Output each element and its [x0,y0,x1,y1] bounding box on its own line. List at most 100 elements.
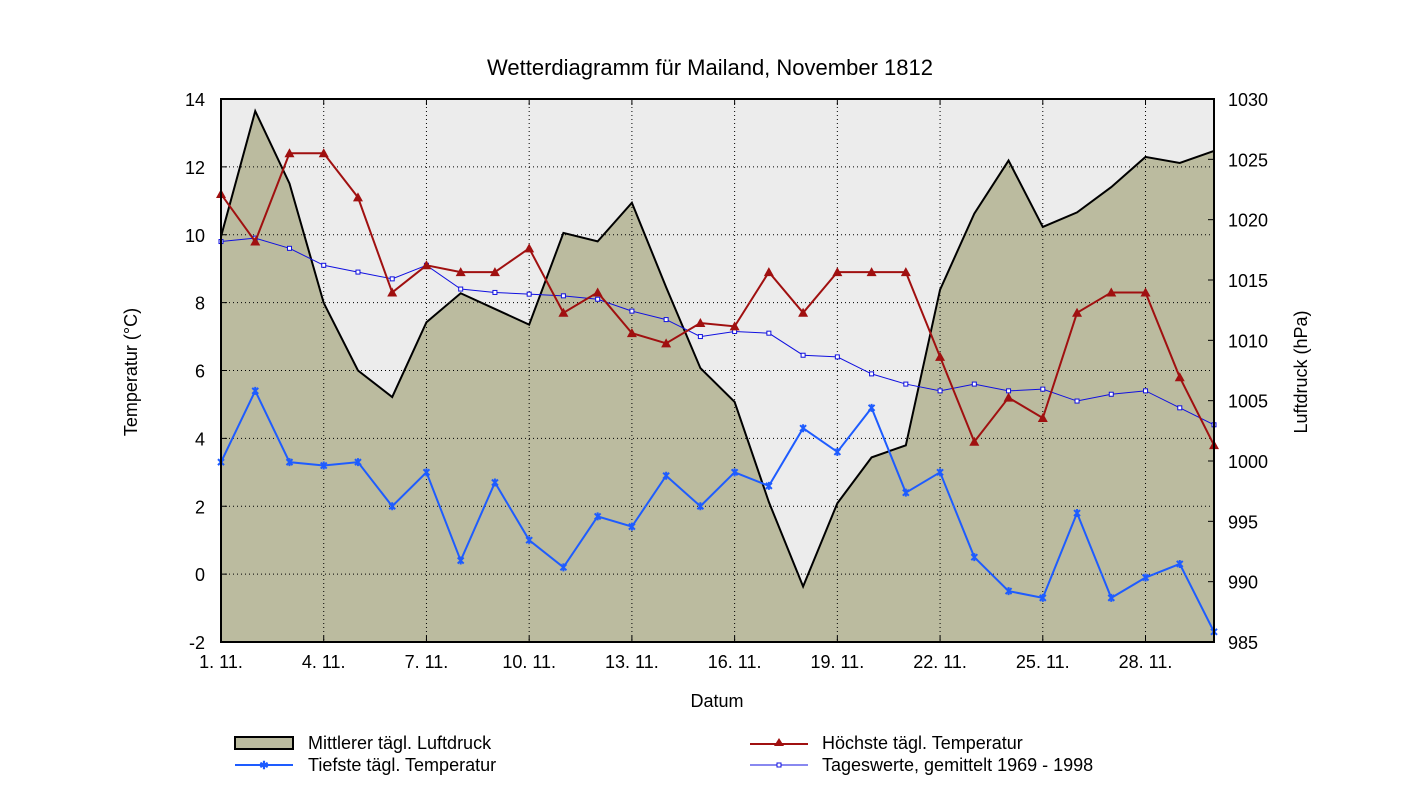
max-temp-point [798,307,809,317]
min-temp-point [422,468,431,477]
max-temp-point [1106,287,1117,297]
min-temp-point [765,481,773,490]
average-temp-point [321,262,327,268]
max-temp-point [969,436,980,446]
x-axis-label: Datum [690,691,743,711]
min-temp-point [593,512,602,521]
y-tick-label: 0 [195,565,205,585]
max-temp-point [524,243,535,253]
min-temp-point [525,536,533,545]
average-temp-point [595,296,601,302]
y2-tick-label: 1005 [1228,392,1268,412]
min-temp-point [320,461,328,470]
y2-tick-label: 1025 [1228,150,1268,170]
average-temp-point [286,245,292,251]
average-temp-point [766,330,772,336]
max-temp-point [489,267,500,277]
x-tick-label: 1. 11. [199,652,243,672]
y2-tick-label: 1010 [1228,331,1268,351]
max-temp-point [558,307,569,317]
max-temp-point [935,351,946,361]
y-axis-label: Temperatur (°C) [121,308,141,436]
y2-tick-label: 1030 [1228,90,1268,110]
y-tick-label: 6 [195,362,205,382]
max-temp-point [592,287,603,297]
min-temp-point [456,556,465,565]
max-temp-point [352,192,363,202]
chart-title: Wetterdiagramm für Mailand, November 181… [487,55,933,80]
y-tick-label: 10 [185,226,205,246]
min-temp-point [902,488,910,497]
legend-label-max: Höchste tägl. Temperatur [822,733,1023,753]
min-temp-line [220,388,1215,633]
average-temp-point [800,352,806,358]
y-tick-label: 12 [185,158,205,178]
max-temp-point [763,267,774,277]
min-temp-point [628,522,636,531]
average-temp-point [355,269,361,275]
y-tick-label: 8 [195,294,205,314]
x-tick-label: 10. 11. [502,652,556,672]
average-temp-point [629,308,635,314]
average-temp-point [492,289,498,295]
max-temp-point [661,338,672,348]
max-temp-point [284,148,295,158]
average-temp-point [663,317,669,323]
max-temp-point [421,260,432,270]
legend-marker-avg [776,762,782,768]
max-temp-point [318,148,329,158]
max-temp-point [250,236,261,246]
average-temp-point [389,276,395,282]
legend-label-avg: Tageswerte, gemittelt 1969 - 1998 [822,755,1093,775]
pressure-area [221,111,1214,643]
min-temp-point [1039,593,1047,602]
min-temp-point [936,468,944,477]
min-temp-point [285,458,294,467]
y-tick-label: 4 [195,429,205,449]
x-tick-label: 22. 11. [913,652,967,672]
average-temp-point [526,291,532,297]
x-tick-label: 19. 11. [810,652,864,672]
min-temp-point [388,502,396,511]
min-temp-point [970,553,979,562]
y2-tick-label: 990 [1228,573,1258,593]
max-temp-point [1072,307,1083,317]
max-temp-point [900,267,911,277]
min-temp-point [833,447,842,456]
y-tick-label: -2 [189,633,205,653]
y2-tick-label: 1020 [1228,211,1268,231]
min-temp-point [1107,593,1115,602]
legend-marker-min: ✱ [259,760,268,772]
min-temp-point [662,471,670,480]
average-temp-point [869,371,875,377]
average-temp-point [1040,386,1046,392]
min-temp-point [799,424,807,433]
min-temp-point [730,468,739,477]
average-temp-point [834,354,840,360]
x-tick-label: 28. 11. [1119,652,1173,672]
legend-marker-max [774,738,784,746]
average-temp-point [1108,391,1114,397]
max-temp-point [1174,372,1185,382]
average-temp-point [560,293,566,299]
x-tick-label: 7. 11. [405,652,449,672]
min-temp-point [559,563,568,572]
min-temp-point [1073,509,1081,518]
max-temp-point [1003,392,1014,402]
max-temp-line [220,152,1215,446]
x-tick-label: 4. 11. [302,652,346,672]
min-temp-point [696,502,705,511]
y-tick-label: 14 [185,90,205,110]
y-tick-label: 2 [195,497,205,517]
average-temp-point [971,381,977,387]
min-temp-point [491,478,499,487]
legend-label-min: Tiefste tägl. Temperatur [308,755,496,775]
min-temp-point [1176,559,1184,568]
average-temp-point [1143,388,1149,394]
pressure-line [220,108,1215,590]
min-temp-point [354,458,362,467]
average-temp-point [458,286,464,292]
min-temp-point [867,403,876,412]
max-temp-point [1140,287,1151,297]
average-temp-point [937,388,943,394]
